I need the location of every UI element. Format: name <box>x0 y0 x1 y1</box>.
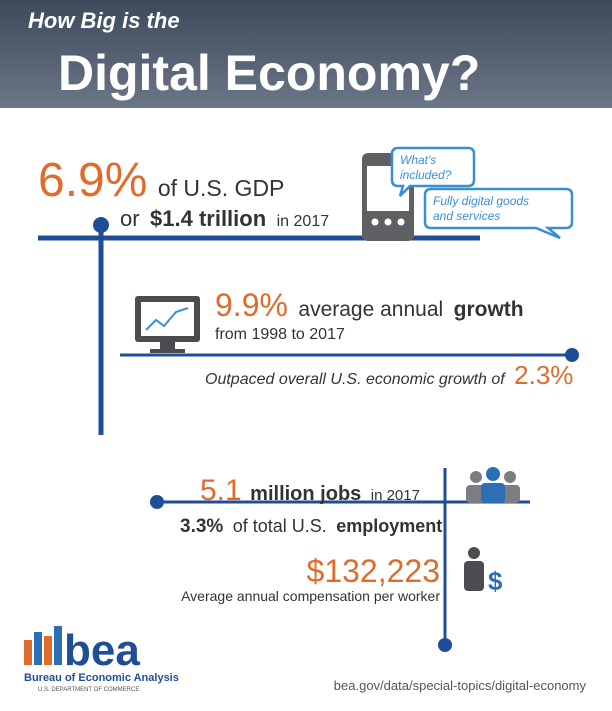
jobs-unit: million jobs <box>250 483 361 505</box>
growth-label: average annual <box>298 298 443 321</box>
compensation-label: Average annual compensation per worker <box>181 588 440 604</box>
people-icon <box>466 467 520 503</box>
gdp-amount: $1.4 trillion <box>150 206 266 231</box>
growth-period: from 1998 to 2017 <box>215 326 345 343</box>
bubble-text: and services <box>433 209 500 223</box>
speech-bubble <box>390 146 476 197</box>
jobs-share-line: 3.3% of total U.S. employment <box>180 516 442 537</box>
bubble-answer: Fully digital goods and services <box>433 194 532 223</box>
gdp-connector: or <box>120 206 140 231</box>
jobs-share-label: of total U.S. <box>233 516 327 536</box>
growth-comparison-rate: 2.3% <box>514 360 573 390</box>
bea-logo: bea Bureau of Economic Analysis U.S. DEP… <box>24 626 179 693</box>
gdp-share-label: of U.S. GDP <box>158 175 285 201</box>
speech-bubble <box>423 187 574 240</box>
bubble-question: What's included? <box>400 153 452 182</box>
jobs-share-label-bold: employment <box>336 516 442 536</box>
monitor-icon <box>135 296 200 353</box>
growth-comparison: Outpaced overall U.S. economic growth of <box>205 371 506 388</box>
jobs-count: 5.1 <box>200 474 242 507</box>
dot <box>565 348 579 362</box>
bubble-text: included? <box>400 168 452 182</box>
bubble-text: What's <box>400 153 436 167</box>
header-band <box>0 0 612 108</box>
growth-rate: 9.9% <box>215 287 288 323</box>
header-title: Digital Economy? <box>58 45 480 101</box>
dot <box>150 495 164 509</box>
gdp-year: in 2017 <box>277 213 330 230</box>
gdp-share: 6.9% <box>38 154 147 207</box>
gdp-line: 6.9% of U.S. GDP <box>38 154 284 207</box>
dot <box>93 217 109 233</box>
jobs-year: in 2017 <box>371 487 420 504</box>
comparison-line: Outpaced overall U.S. economic growth of… <box>205 360 573 390</box>
growth-line: 9.9% average annual growth <box>215 287 524 323</box>
logo-text: bea <box>64 626 140 675</box>
department-name: U.S. DEPARTMENT OF COMMERCE <box>38 687 139 693</box>
agency-name: Bureau of Economic Analysis <box>24 672 179 684</box>
compensation: $132,223 <box>307 553 440 589</box>
jobs-line: 5.1 million jobs in 2017 <box>200 474 420 507</box>
svg-text:$: $ <box>488 566 503 596</box>
worker-money-icon: $ <box>464 547 503 596</box>
jobs-share: 3.3% <box>180 516 223 537</box>
growth-label-bold: growth <box>454 298 524 321</box>
header-kicker: How Big is the <box>28 8 180 33</box>
gdp-amount-line: or $1.4 trillion in 2017 <box>120 206 329 231</box>
dot <box>438 638 452 652</box>
source-url: bea.gov/data/special-topics/digital-econ… <box>334 678 587 693</box>
bubble-text: Fully digital goods <box>433 194 529 208</box>
